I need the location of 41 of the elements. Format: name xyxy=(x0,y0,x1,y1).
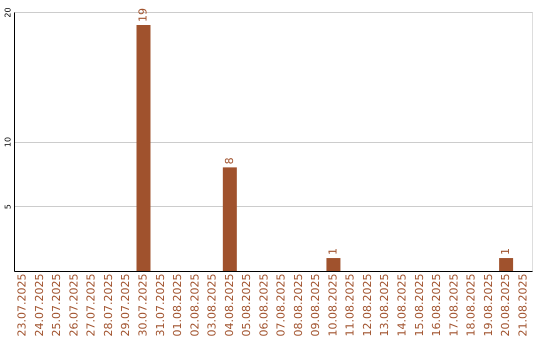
x-tick-label: 13.08.2025 xyxy=(378,274,392,336)
x-tick-label: 08.08.2025 xyxy=(292,274,305,336)
x-tick-label: 03.08.2025 xyxy=(206,274,219,336)
x-tick-label: 21.08.2025 xyxy=(516,274,530,336)
x-tick-label: 23.07.2025 xyxy=(16,274,29,336)
x-tick-label: 19.08.2025 xyxy=(482,274,495,336)
x-tick-label: 15.08.2025 xyxy=(412,274,426,336)
y-tick-label: 5 xyxy=(4,204,12,210)
x-tick-label: 18.08.2025 xyxy=(464,274,478,336)
data-label: 1 xyxy=(499,248,512,256)
x-tick-label: 16.08.2025 xyxy=(430,274,444,336)
data-label: 19 xyxy=(136,8,150,22)
bar xyxy=(136,24,150,271)
x-tick-label: 09.08.2025 xyxy=(309,274,322,336)
y-tick-label: 20 xyxy=(4,7,12,18)
x-tick-label: 20.08.2025 xyxy=(499,274,512,336)
x-tick-label: 31.07.2025 xyxy=(154,274,167,336)
x-tick-label: 14.08.2025 xyxy=(396,274,408,336)
x-tick-label: 07.08.2025 xyxy=(274,274,288,336)
x-tick-label: 04.08.2025 xyxy=(222,274,236,336)
x-tick-label: 30.07.2025 xyxy=(136,274,150,336)
x-tick-label: 25.07.2025 xyxy=(50,274,64,336)
x-tick-label: 10.08.2025 xyxy=(326,274,340,336)
y-tick-label: 10 xyxy=(4,136,12,148)
bar xyxy=(326,258,340,271)
x-tick-label: 26.07.2025 xyxy=(67,274,80,336)
data-label: 1 xyxy=(326,248,340,256)
bar xyxy=(499,258,514,271)
x-tick-label: 12.08.2025 xyxy=(360,274,374,336)
data-label: 8 xyxy=(222,157,236,164)
x-tick-label: 06.08.2025 xyxy=(257,274,270,336)
x-tick-label: 29.07.2025 xyxy=(119,274,132,336)
x-tick-label: 02.08.2025 xyxy=(188,274,202,336)
bar xyxy=(222,167,237,271)
x-tick-label: 05.08.2025 xyxy=(240,274,254,336)
x-tick-label: 11.08.2025 xyxy=(344,274,357,336)
x-tick-label: 17.08.2025 xyxy=(447,274,460,336)
x-tick-label: 01.08.2025 xyxy=(171,274,184,336)
x-tick-label: 28.07.2025 xyxy=(102,274,115,336)
x-tick-label: 27.07.2025 xyxy=(84,274,98,336)
x-tick-label: 24.07.2025 xyxy=(32,274,46,336)
